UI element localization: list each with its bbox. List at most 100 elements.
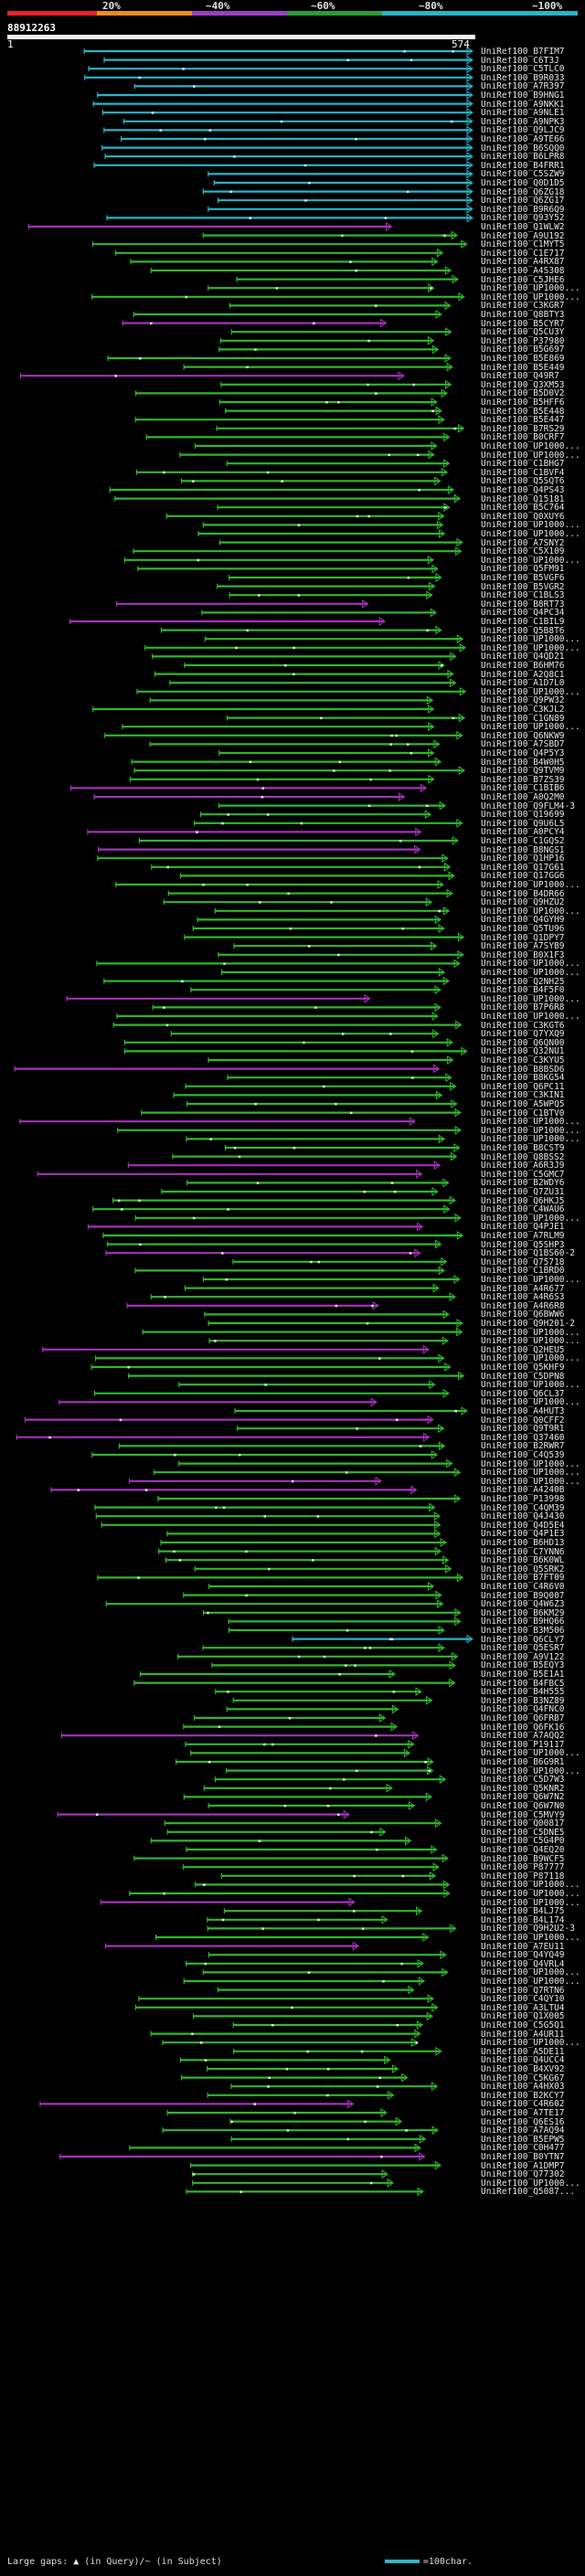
hit-label[interactable]: UniRef100_Q2HEU5: [481, 1345, 565, 1355]
hit-label[interactable]: UniRef100_P87777: [481, 1863, 565, 1873]
hit-label[interactable]: UniRef100_B0X1F3: [481, 950, 565, 960]
hit-label[interactable]: UniRef100_Q1WLW2: [481, 223, 565, 232]
hit-label[interactable]: UniRef100_UP1000...: [481, 1968, 580, 1978]
hit-label[interactable]: UniRef100_Q6BWW6: [481, 1310, 565, 1320]
hit-label[interactable]: UniRef100_Q4VRL4: [481, 1959, 565, 1969]
hit-label[interactable]: UniRef100_B6HM76: [481, 662, 565, 671]
hit-label[interactable]: UniRef100_Q1BS60-2: [481, 1249, 575, 1259]
hit-label[interactable]: UniRef100_UP1000...: [481, 1398, 580, 1408]
hit-label[interactable]: UniRef100_Q6HKJ5: [481, 1196, 565, 1206]
hit-label[interactable]: UniRef100_UP1000...: [481, 1126, 580, 1136]
hit-label[interactable]: UniRef100_B5E869: [481, 355, 565, 364]
hit-label[interactable]: UniRef100_B8CST9: [481, 1144, 565, 1153]
hit-label[interactable]: UniRef100_C1BVF4: [481, 468, 565, 478]
hit-label[interactable]: UniRef100_Q7RTN6: [481, 1986, 565, 1996]
hit-label[interactable]: UniRef100_B8BSD6: [481, 1065, 565, 1075]
hit-label[interactable]: UniRef100_Q5KNR2: [481, 1784, 565, 1794]
hit-label[interactable]: UniRef100_UP1000...: [481, 1459, 580, 1469]
hit-label[interactable]: UniRef100_B5EQY3: [481, 1661, 565, 1671]
hit-label[interactable]: UniRef100_B6KM29: [481, 1608, 565, 1618]
hit-label[interactable]: UniRef100_A7R397: [481, 82, 565, 92]
hit-label[interactable]: UniRef100_Q5KHF9: [481, 1363, 565, 1373]
hit-label[interactable]: UniRef100_Q75718: [481, 1257, 565, 1267]
hit-label[interactable]: UniRef100_B5VGR2: [481, 582, 565, 592]
hit-label[interactable]: UniRef100_Q5CU3Y: [481, 328, 565, 338]
hit-label[interactable]: UniRef100_Q0CFF2: [481, 1415, 565, 1426]
hit-label[interactable]: UniRef100_UP1000...: [481, 1890, 580, 1899]
hit-label[interactable]: UniRef100_C5KG67: [481, 2073, 565, 2083]
hit-label[interactable]: UniRef100_Q4QD21: [481, 652, 565, 663]
hit-label[interactable]: UniRef100_Q0XUY6: [481, 512, 565, 522]
hit-label[interactable]: UniRef100_Q9TVM9: [481, 767, 565, 777]
hit-label[interactable]: UniRef100_C5X109: [481, 547, 565, 557]
hit-label[interactable]: UniRef100_A5WPQ5: [481, 1100, 565, 1109]
hit-label[interactable]: UniRef100_A5DE11: [481, 2047, 565, 2057]
hit-label[interactable]: UniRef100_C4Q539: [481, 1451, 565, 1460]
hit-label[interactable]: UniRef100_C1GN89: [481, 714, 565, 724]
hit-label[interactable]: UniRef100_Q6NKW9: [481, 731, 565, 741]
hit-label[interactable]: UniRef100_UP1000...: [481, 1477, 580, 1487]
hit-label[interactable]: UniRef100_B5E448: [481, 407, 565, 417]
hit-label[interactable]: UniRef100_C5JHE6: [481, 275, 565, 285]
hit-label[interactable]: UniRef100_B4FBC5: [481, 1679, 565, 1689]
hit-label[interactable]: UniRef100_C1BHG7: [481, 460, 565, 470]
hit-label[interactable]: UniRef100_B5E447: [481, 416, 565, 426]
hit-label[interactable]: UniRef100_UP1000...: [481, 2178, 580, 2189]
hit-label[interactable]: UniRef100_Q6W7N2: [481, 1793, 565, 1803]
hit-label[interactable]: UniRef100_Q6FK16: [481, 1723, 565, 1733]
hit-label[interactable]: UniRef100_Q5FM91: [481, 565, 565, 575]
hit-label[interactable]: UniRef100_Q5087...: [481, 2188, 575, 2198]
hit-label[interactable]: UniRef100_B2WDY6: [481, 1179, 565, 1189]
hit-label[interactable]: UniRef100_Q4W6Z3: [481, 1600, 565, 1610]
hit-label[interactable]: UniRef100_C1E717: [481, 249, 565, 259]
hit-label[interactable]: UniRef100_P13998: [481, 1495, 565, 1504]
hit-label[interactable]: UniRef100_UP1000...: [481, 1118, 580, 1128]
hit-label[interactable]: UniRef100_C4QM39: [481, 1503, 565, 1513]
hit-label[interactable]: UniRef100_Q6CLY7: [481, 1635, 565, 1645]
hit-label[interactable]: UniRef100_UP1000...: [481, 1468, 580, 1479]
hit-label[interactable]: UniRef100_B9WCF5: [481, 1854, 565, 1864]
hit-label[interactable]: UniRef100_UP1000...: [481, 1898, 580, 1908]
hit-label[interactable]: UniRef100_Q6W7N0: [481, 1802, 565, 1811]
hit-label[interactable]: UniRef100_A6R3J9: [481, 1161, 565, 1171]
hit-label[interactable]: UniRef100_B4XV92: [481, 2065, 565, 2074]
hit-label[interactable]: UniRef100_UP1000...: [481, 1337, 580, 1347]
hit-label[interactable]: UniRef100_B6K0WL: [481, 1556, 565, 1566]
hit-label[interactable]: UniRef100_UP1000...: [481, 723, 580, 733]
hit-label[interactable]: UniRef100_UP1000...: [481, 451, 580, 461]
hit-label[interactable]: UniRef100_A7SNY2: [481, 538, 565, 548]
hit-label[interactable]: UniRef100_Q9U6L5: [481, 819, 565, 829]
hit-label[interactable]: UniRef100_B6HD13: [481, 1539, 565, 1548]
hit-label[interactable]: UniRef100_Q1DPY7: [481, 933, 565, 943]
hit-label[interactable]: UniRef100_C5G4P0: [481, 1837, 565, 1847]
hit-label[interactable]: UniRef100_Q5ESR7: [481, 1644, 565, 1654]
hit-label[interactable]: UniRef100_B4LJ75: [481, 1907, 565, 1917]
hit-label[interactable]: UniRef100_A4R677: [481, 1284, 565, 1294]
hit-label[interactable]: UniRef100_Q6ES16: [481, 2117, 565, 2127]
hit-label[interactable]: UniRef100_C1BRD0: [481, 1267, 565, 1277]
hit-label[interactable]: UniRef100_C5TLC0: [481, 65, 565, 75]
hit-label[interactable]: UniRef100_C5MVY9: [481, 1810, 565, 1820]
hit-label[interactable]: UniRef100_A9NKK1: [481, 100, 565, 110]
hit-label[interactable]: UniRef100_Q77302: [481, 2170, 565, 2180]
hit-label[interactable]: UniRef100_Q17G61: [481, 863, 565, 873]
hit-label[interactable]: UniRef100_B4H555: [481, 1688, 565, 1698]
hit-label[interactable]: UniRef100_UP1000...: [481, 556, 580, 566]
hit-label[interactable]: UniRef100_Q4EQ20: [481, 1846, 565, 1855]
hit-label[interactable]: UniRef100_B9R6Q9: [481, 205, 565, 215]
hit-label[interactable]: UniRef100_C4QY10: [481, 1995, 565, 2005]
hit-label[interactable]: UniRef100_Q37460: [481, 1433, 565, 1443]
hit-label[interactable]: UniRef100_Q93Y52: [481, 214, 565, 224]
hit-label[interactable]: UniRef100_Q4YQ49: [481, 1951, 565, 1961]
hit-label[interactable]: UniRef100_A7AQ94: [481, 2126, 565, 2136]
hit-label[interactable]: UniRef100_A7EU11: [481, 1942, 565, 1952]
hit-label[interactable]: UniRef100_B8RT73: [481, 599, 565, 610]
hit-label[interactable]: UniRef100_C1BTV0: [481, 1108, 565, 1118]
hit-label[interactable]: UniRef100_Q0D1D5: [481, 179, 565, 188]
hit-label[interactable]: UniRef100_A0Q2M0: [481, 793, 565, 802]
hit-label[interactable]: UniRef100_P19117: [481, 1740, 565, 1750]
hit-label[interactable]: UniRef100_C1BLS3: [481, 591, 565, 601]
hit-label[interactable]: UniRef100_UP1000...: [481, 292, 580, 302]
hit-label[interactable]: UniRef100_A7TE17: [481, 2109, 565, 2118]
hit-label[interactable]: UniRef100_Q5SHP3: [481, 1240, 565, 1250]
